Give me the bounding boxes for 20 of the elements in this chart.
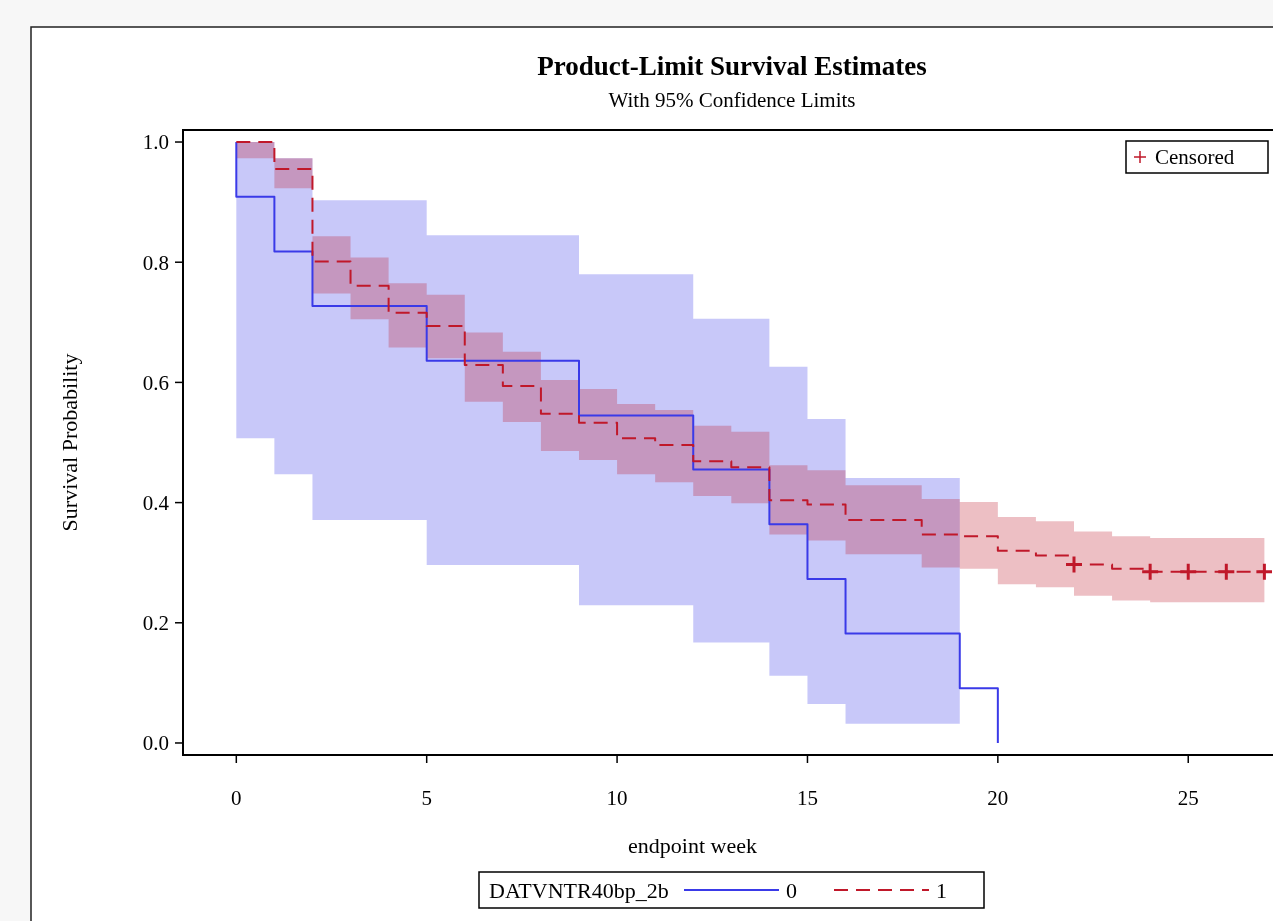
legend-title: DATVNTR40bp_2b [489, 877, 669, 903]
x-tick-label: 10 [606, 786, 628, 810]
legend-label: 1 [936, 877, 947, 903]
y-tick-label: 0.4 [142, 490, 170, 515]
x-tick-label: 20 [987, 786, 1009, 810]
chart-subtitle: With 95% Confidence Limits [608, 88, 856, 112]
x-tick-label: 15 [796, 786, 818, 810]
y-tick-label: 0.6 [142, 370, 169, 395]
x-tick-label: 0 [231, 786, 242, 810]
y-axis-title: Survival Probability [57, 353, 82, 532]
y-tick-label: 0.8 [142, 250, 169, 275]
legend-label: 0 [786, 877, 797, 903]
x-tick-label: 5 [421, 786, 432, 810]
chart-title: Product-Limit Survival Estimates [537, 51, 927, 81]
y-tick-label: 1.0 [142, 130, 169, 155]
legend-label: Censored [1155, 145, 1235, 170]
y-tick-label: 0.0 [142, 731, 169, 756]
x-axis-title: endpoint week [628, 833, 757, 858]
y-tick-label: 0.2 [142, 611, 169, 636]
x-tick-label: 25 [1177, 786, 1199, 810]
